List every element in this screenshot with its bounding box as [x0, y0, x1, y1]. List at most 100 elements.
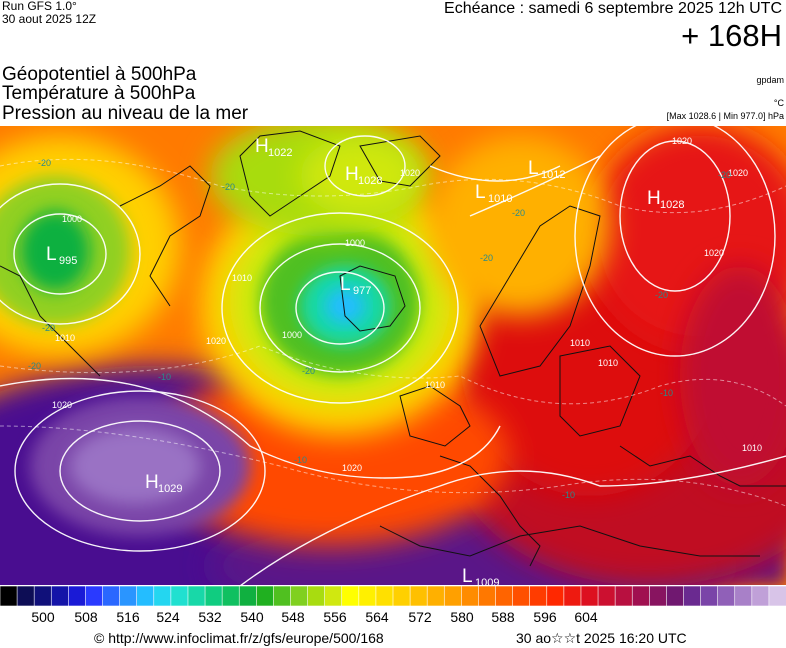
isobar-label: 1010 [570, 338, 590, 348]
title-pressure: Pression au niveau de la mer [2, 103, 249, 124]
colorbar-swatch [341, 586, 360, 606]
colorbar-swatch [461, 586, 480, 606]
center-value: 995 [59, 255, 77, 267]
colorbar-swatch [102, 586, 121, 606]
center-type: H [145, 472, 159, 493]
isotherm-label: -20 [38, 158, 51, 168]
run-label: Run GFS 1.0° [2, 0, 77, 13]
colorbar-swatch [290, 586, 309, 606]
center-type: L [462, 566, 473, 585]
colorbar-swatch [16, 586, 35, 606]
isotherm-label: -10 [294, 455, 307, 465]
colorbar-swatch [734, 586, 753, 606]
isotherm-label: -20 [302, 366, 315, 376]
isotherm-label: -20 [28, 361, 41, 371]
colorbar-swatch [409, 586, 428, 606]
generated-time: 30 ao☆☆t 2025 16:20 UTC [516, 630, 687, 646]
colorbar-label: 588 [491, 609, 515, 625]
colorbar-swatch [717, 586, 736, 606]
isotherm-labels: -20 -20 -20 -20 -20 -20 -20 -20 -10 -10 … [28, 158, 731, 500]
colorbar-swatch [136, 586, 155, 606]
isotherm-label: -20 [222, 182, 235, 192]
colorbar-label: 540 [240, 609, 264, 625]
center-type: H [345, 164, 359, 185]
colorbar-swatch [768, 586, 786, 606]
run-date: 30 aout 2025 12Z [2, 12, 97, 26]
colorbar-swatch [204, 586, 223, 606]
isobar-label: 1010 [425, 380, 445, 390]
isobar-label: 1000 [345, 238, 365, 248]
colorbar-swatch [221, 586, 241, 606]
colorbar-label: 532 [198, 609, 222, 625]
colorbar-swatch [170, 586, 189, 606]
colorbar-swatch [255, 586, 275, 606]
isobar-label: 1020 [728, 168, 748, 178]
isobar-label: 1020 [400, 168, 420, 178]
colorbar-label: 556 [323, 609, 347, 625]
colorbar-label: 572 [408, 609, 432, 625]
colorbar-swatch [512, 586, 531, 606]
colorbar-swatch [307, 586, 326, 606]
center-type: H [255, 136, 269, 157]
center-type: L [340, 274, 351, 295]
weather-map: L 995 H 1022 H 1028 L 1012 L 1010 H 1028… [0, 126, 786, 585]
colorbar-label: 596 [533, 609, 557, 625]
isobar-label: 1010 [742, 443, 762, 453]
colorbar-swatch [187, 586, 206, 606]
colorbar-swatch [614, 586, 634, 606]
colorbar-swatch [33, 586, 53, 606]
colorbar-swatch [50, 586, 70, 606]
isobar-label: 1020 [52, 400, 72, 410]
isobar-label: 1020 [704, 248, 724, 258]
colorbar-swatch [119, 586, 138, 606]
colorbar-swatch [683, 586, 702, 606]
isotherm-label: -10 [158, 372, 171, 382]
unit-temp: °C [773, 98, 784, 108]
center-type: H [647, 188, 661, 209]
colorbar-swatch [648, 586, 668, 606]
center-type: L [46, 244, 57, 265]
isotherm-label: -20 [655, 290, 668, 300]
center-value: 977 [353, 285, 371, 297]
coastlines [0, 130, 786, 567]
colorbar-label: 604 [574, 609, 598, 625]
colorbar-swatch [443, 586, 463, 606]
colorbar-swatch [0, 586, 18, 606]
colorbar-label: 564 [365, 609, 389, 625]
isobar-labels: 1000 1010 1020 1000 1010 1020 1020 1020 … [52, 136, 762, 473]
colorbar-swatch [597, 586, 616, 606]
colorbar-swatch [426, 586, 446, 606]
colorbar-swatch [495, 586, 514, 606]
isotherms [0, 158, 786, 507]
colorbar-swatch [238, 586, 258, 606]
colorbar-label: 516 [116, 609, 140, 625]
isobar-label: 1000 [62, 214, 82, 224]
lead-time: + 168H [681, 18, 782, 53]
isobar-label: 1010 [232, 273, 252, 283]
isotherm-label: -10 [660, 388, 673, 398]
colorbar-swatch [546, 586, 565, 606]
isobar-label: 1010 [598, 358, 618, 368]
isotherm-label: -20 [718, 170, 731, 180]
isobar-label: 1020 [342, 463, 362, 473]
colorbar-swatch [529, 586, 548, 606]
title-geopotential: Géopotentiel à 500hPa [2, 64, 197, 85]
colorbar-swatch [563, 586, 582, 606]
colorbar-swatch [751, 586, 770, 606]
pressure-centers: L 995 H 1022 H 1028 L 1012 L 1010 H 1028… [46, 136, 684, 585]
colorbar-swatch [375, 586, 394, 606]
colorbar-swatch [85, 586, 104, 606]
colorbar-swatch [358, 586, 377, 606]
center-value: 1010 [488, 193, 512, 205]
source-url: © http://www.infoclimat.fr/z/gfs/europe/… [94, 630, 384, 646]
colorbar-swatch [392, 586, 411, 606]
isotherm-label: -10 [562, 490, 575, 500]
credit-label: gpdam [756, 75, 784, 85]
center-value: 1009 [475, 577, 499, 585]
colorbar-swatch [700, 586, 719, 606]
colorbar-swatch [666, 586, 685, 606]
colorbar-label: 508 [74, 609, 98, 625]
center-type: L [528, 158, 539, 179]
echeance-label: Echéance : samedi 6 septembre 2025 12h U… [444, 0, 782, 17]
colorbar-swatch [478, 586, 497, 606]
